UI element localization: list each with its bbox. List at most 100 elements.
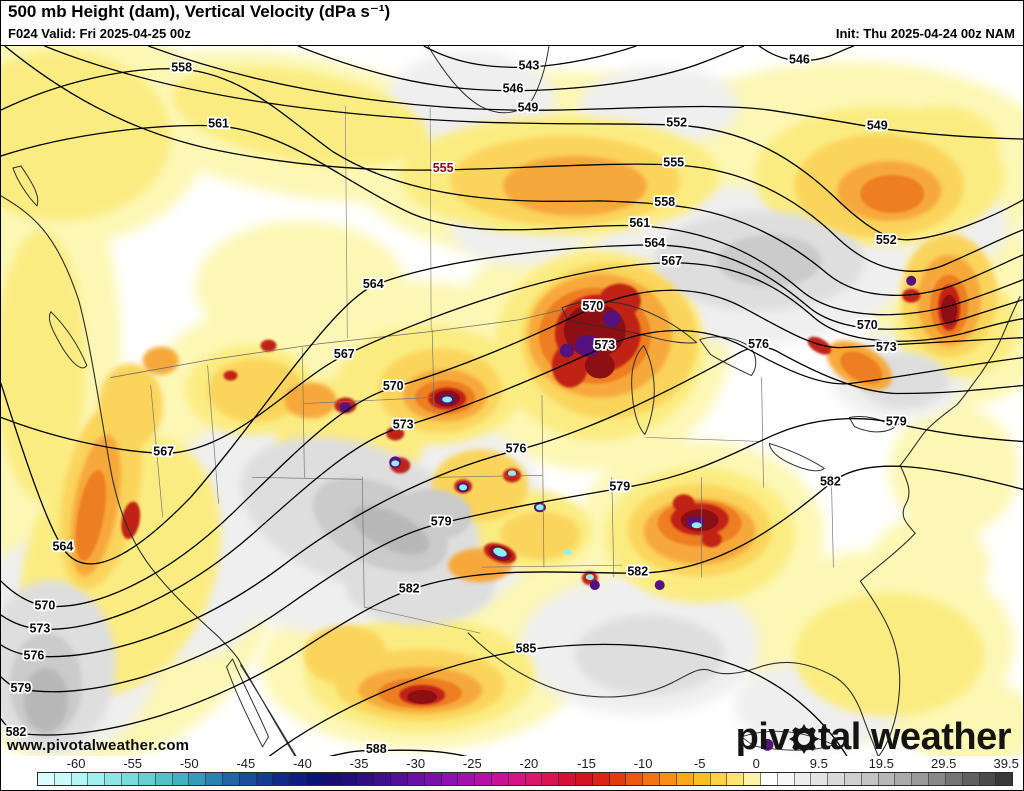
colorbar-segment [307, 773, 324, 785]
svg-text:558: 558 [171, 60, 192, 74]
svg-text:561: 561 [629, 216, 650, 230]
colorbar-segment [206, 773, 223, 785]
colorbar-segment [744, 773, 761, 785]
colorbar-segment [727, 773, 745, 785]
svg-text:552: 552 [666, 115, 687, 129]
watermark-url: www.pivotalweather.com [7, 737, 190, 754]
colorbar-segment [710, 773, 728, 785]
svg-text:567: 567 [334, 347, 355, 361]
logo-text-left: piv [735, 716, 790, 758]
colorbar-segment [323, 773, 341, 785]
svg-text:585: 585 [516, 641, 537, 655]
colorbar-tick-label: -10 [633, 756, 653, 771]
colorbar-tick-label: -35 [349, 756, 369, 771]
colorbar-segment [138, 773, 156, 785]
colorbar-segment [222, 773, 240, 785]
svg-text:555: 555 [433, 161, 454, 175]
colorbar-segment [54, 773, 72, 785]
svg-text:576: 576 [506, 442, 527, 456]
svg-text:582: 582 [820, 475, 841, 489]
svg-text:588: 588 [366, 742, 387, 756]
svg-text:549: 549 [518, 100, 539, 114]
svg-text:558: 558 [654, 195, 675, 209]
svg-text:564: 564 [644, 236, 665, 250]
colorbar-segment [643, 773, 661, 785]
weather-map-svg: 543 546 546 549 549 552 552 555 555 558 558 561 561 5… [1, 46, 1023, 757]
colorbar-gradient [37, 772, 1013, 786]
svg-text:567: 567 [661, 254, 682, 268]
colorbar-segment [760, 773, 778, 785]
colorbar-segment [542, 773, 560, 785]
svg-text:564: 564 [363, 277, 384, 291]
colorbar-segment [357, 773, 375, 785]
colorbar-tick-label: -5 [693, 756, 706, 771]
svg-text:576: 576 [24, 648, 45, 662]
colorbar-segment [962, 773, 980, 785]
colorbar-segment [273, 773, 291, 785]
colorbar-tick-label: -50 [179, 756, 199, 771]
svg-text:543: 543 [519, 58, 540, 72]
colorbar-segment [256, 773, 274, 785]
colorbar-tick-label: -30 [406, 756, 426, 771]
colorbar-segment [693, 773, 711, 785]
colorbar-segment [340, 773, 358, 785]
svg-text:570: 570 [383, 379, 404, 393]
colorbar-segment [676, 773, 694, 785]
colorbar-tick-label: -40 [293, 756, 312, 771]
colorbar-segment [895, 773, 913, 785]
colorbar-segment [626, 773, 644, 785]
colorbar-segment [878, 773, 896, 785]
svg-text:576: 576 [748, 337, 769, 351]
chart-header: 500 mb Height (dam), Vertical Velocity (… [1, 1, 1023, 45]
colorbar-segment [508, 773, 526, 785]
svg-text:579: 579 [886, 415, 907, 429]
colorbar-segment [845, 773, 862, 785]
colorbar-segment [559, 773, 576, 785]
basemap-borders [1, 46, 1021, 757]
svg-text:570: 570 [857, 318, 878, 332]
svg-text:573: 573 [30, 621, 51, 635]
svg-text:573: 573 [594, 338, 615, 352]
colorbar-segment [88, 773, 106, 785]
colorbar-segment [374, 773, 392, 785]
colorbar-segment [828, 773, 845, 785]
colorbar-segment [407, 773, 425, 785]
colorbar-segment [38, 773, 55, 785]
colorbar-segment [424, 773, 442, 785]
svg-text:573: 573 [393, 418, 414, 432]
svg-text:579: 579 [431, 515, 452, 529]
colorbar-tick-label: 9.5 [809, 756, 828, 771]
svg-text:552: 552 [876, 233, 897, 247]
svg-text:546: 546 [789, 52, 810, 66]
svg-text:573: 573 [876, 340, 897, 354]
map-area[interactable]: 543 546 546 549 549 552 552 555 555 558 558 561 561 5… [1, 45, 1023, 758]
colorbar-segment [609, 773, 627, 785]
valid-time-label: F024 Valid: Fri 2025-04-25 00z [8, 26, 191, 41]
height-contours [1, 46, 1023, 757]
colorbar-segment [391, 773, 408, 785]
svg-text:546: 546 [503, 81, 524, 95]
colorbar-segment [660, 773, 677, 785]
vertical-velocity-shading [1, 46, 1023, 757]
colorbar-segment [491, 773, 509, 785]
colorbar-segment [861, 773, 879, 785]
colorbar-segment [189, 773, 207, 785]
colorbar-segment [912, 773, 930, 785]
pivotal-weather-logo: piv tal weather [735, 716, 1012, 758]
svg-text:582: 582 [627, 564, 648, 578]
colorbar-tick-label: -15 [577, 756, 596, 771]
colorbar-segment [996, 773, 1013, 785]
svg-text:582: 582 [399, 581, 420, 595]
svg-text:555: 555 [663, 155, 684, 169]
colorbar-tick-label: -25 [462, 756, 482, 771]
svg-text:570: 570 [582, 299, 603, 313]
colorbar-segment [811, 773, 829, 785]
colorbar-segment [71, 773, 89, 785]
svg-text:579: 579 [609, 480, 630, 494]
colorbar-segment [458, 773, 476, 785]
colorbar-segment [525, 773, 543, 785]
logo-text-right: tal weather [817, 716, 1012, 758]
colorbar-segment [945, 773, 963, 785]
chart-title: 500 mb Height (dam), Vertical Velocity (… [8, 2, 391, 21]
